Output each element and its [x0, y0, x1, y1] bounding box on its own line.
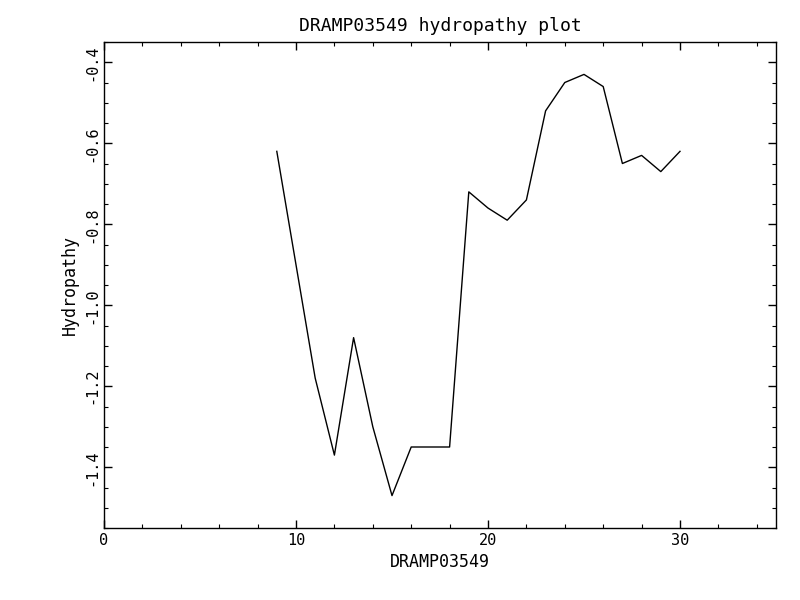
Title: DRAMP03549 hydropathy plot: DRAMP03549 hydropathy plot — [298, 17, 582, 35]
Y-axis label: Hydropathy: Hydropathy — [61, 235, 78, 335]
X-axis label: DRAMP03549: DRAMP03549 — [390, 553, 490, 571]
